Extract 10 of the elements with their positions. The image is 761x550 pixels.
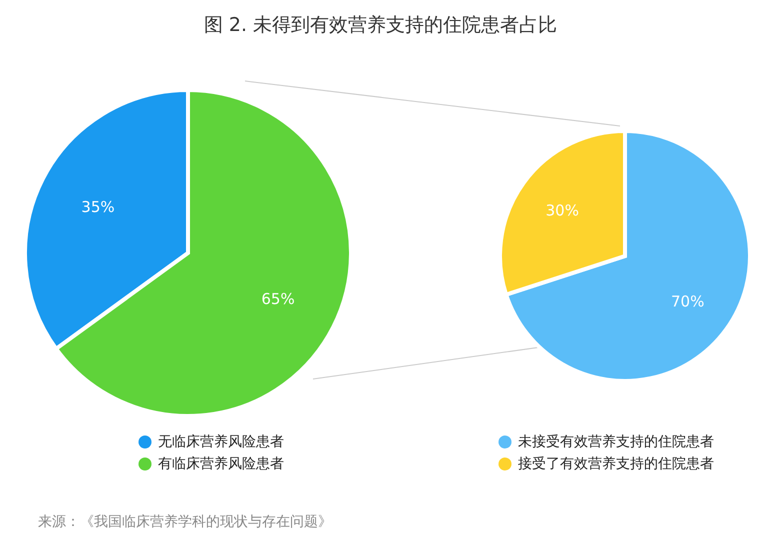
chart-title: 图 2. 未得到有效营养支持的住院患者占比 (202, 13, 558, 38)
data-label: 35% (81, 198, 115, 216)
legend-label: 无临床营养风险患者 (158, 433, 284, 452)
legend-label: 未接受有效营养支持的住院患者 (518, 433, 714, 452)
data-label: 70% (671, 292, 704, 311)
source-note: 来源：《我国临床营养学科的现状与存在问题》 (38, 513, 332, 531)
data-label: 30% (546, 201, 579, 220)
legend-label: 有临床营养风险患者 (158, 455, 284, 474)
data-label: 65% (261, 290, 295, 308)
legend-label: 接受了有效营养支持的住院患者 (518, 455, 714, 474)
